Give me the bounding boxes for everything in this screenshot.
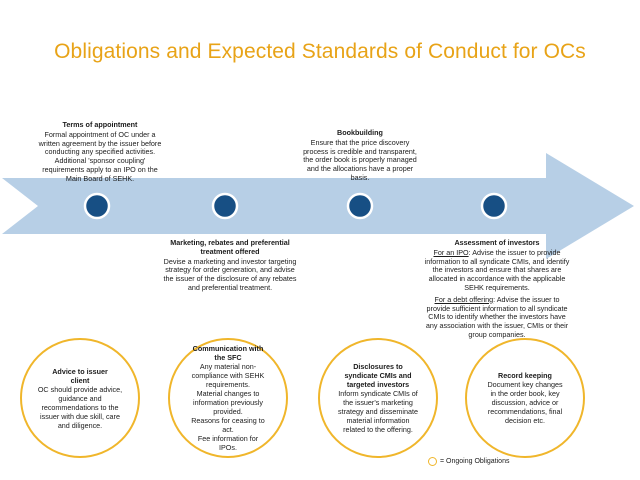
ongoing-text: Document key changes in the order book, … [487,380,563,425]
ongoing-heading: Communication with the SFC [192,344,264,362]
stage-heading: Marketing, rebates and preferential trea… [170,238,290,256]
timeline-dot-3 [346,192,374,220]
ongoing-heading: Record keeping [498,371,552,380]
legend-label: = Ongoing Obligations [440,458,510,465]
debt-label: For a debt offering [434,294,494,304]
legend-ring-icon [428,457,437,466]
ipo-text: : Advise the issuer to provide informati… [424,247,570,292]
ongoing-line: Fee information for IPOs. [197,434,259,452]
ipo-label: For an IPO [433,247,469,257]
page-title: Obligations and Expected Standards of Co… [54,40,586,63]
stage-assessment-of-investors: Assessment of investors For an IPO: Advi… [422,238,572,340]
stage-bookbuilding: Bookbuilding Ensure that the price disco… [303,128,417,183]
ongoing-advice-to-issuer: Advice to issuer client OC should provid… [20,338,140,458]
stage-text: Formal appointment of OC under a written… [38,129,162,183]
debt-paragraph: For a debt offering: Advise the issuer t… [422,294,572,340]
stage-heading: Assessment of investors [454,238,540,247]
timeline-dot-1 [83,192,111,220]
timeline-arrow [2,153,634,259]
stage-marketing: Marketing, rebates and preferential trea… [163,238,297,293]
ongoing-line: Any material non-compliance with SEHK re… [191,362,265,389]
stage-heading: Terms of appointment [62,120,138,129]
ongoing-line: Reasons for ceasing to act. [191,416,265,434]
timeline-arrow-shape [2,153,634,259]
ongoing-text: OC should provide advice, guidance and r… [37,384,123,430]
stage-heading: Bookbuilding [337,128,383,137]
ongoing-heading: Advice to issuer client [52,366,108,385]
ongoing-line: Material changes to information previous… [193,389,263,416]
timeline-dot-2 [211,192,239,220]
ongoing-record-keeping: Record keeping Document key changes in t… [465,338,585,458]
ongoing-heading: Disclosures to syndicate CMIs and target… [344,362,412,389]
legend: = Ongoing Obligations [428,457,509,466]
ongoing-text: Inform syndicate CMIs of the issuer's ma… [338,389,418,434]
ipo-paragraph: For an IPO: Advise the issuer to provide… [422,247,572,293]
ongoing-disclosures-to-syndicate: Disclosures to syndicate CMIs and target… [318,338,438,458]
debt-text: : Advise the issuer to provide sufficien… [425,294,569,339]
stage-text: Ensure that the price discovery process … [303,137,417,182]
stage-text: Devise a marketing and investor targetin… [163,256,297,292]
ongoing-communication-with-sfc: Communication with the SFC Any material … [168,338,288,458]
stage-terms-of-appointment: Terms of appointment Formal appointment … [36,120,164,184]
timeline-dot-4 [480,192,508,220]
